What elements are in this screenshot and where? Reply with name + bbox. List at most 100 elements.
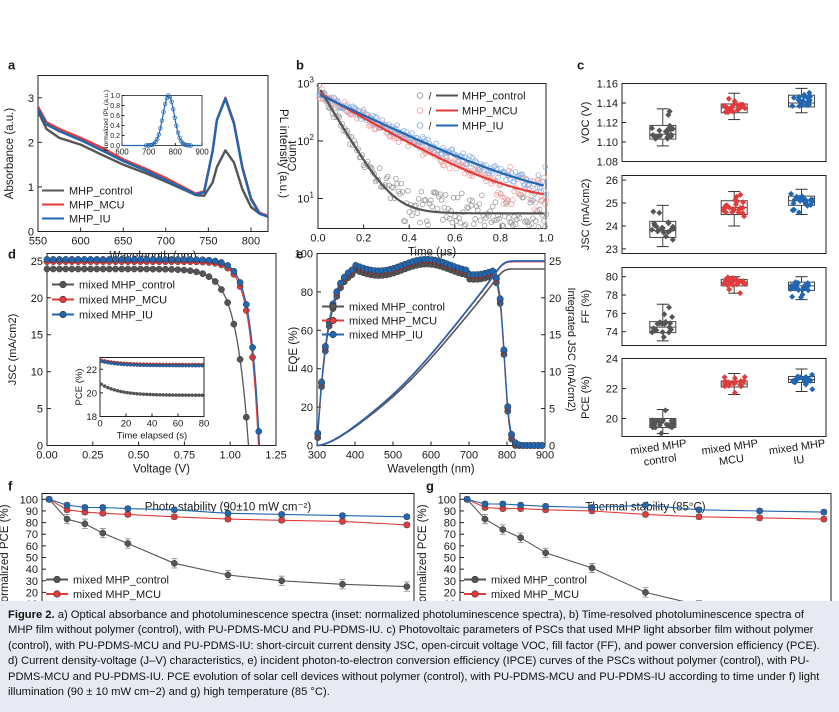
data-point — [649, 132, 656, 139]
data-point — [649, 125, 655, 132]
data-point — [462, 221, 469, 228]
data-point — [471, 221, 477, 227]
legend-label: mixed MHP_control — [491, 575, 587, 587]
data-point — [124, 265, 132, 273]
data-point — [161, 256, 169, 263]
x-tick-label: 0.2 — [356, 233, 371, 245]
data-point — [588, 564, 596, 572]
inset-data-point — [109, 387, 113, 391]
data-point — [409, 212, 415, 219]
data-point — [442, 192, 449, 198]
data-point — [124, 256, 132, 263]
inset-data-point — [164, 363, 169, 368]
data-point — [491, 217, 497, 224]
data-point — [543, 191, 550, 198]
data-point — [741, 105, 748, 112]
data-point — [504, 198, 511, 204]
inset-data-point — [180, 363, 185, 368]
y-tick-label: 100 — [438, 494, 456, 506]
data-point — [820, 508, 828, 516]
legend-marker — [53, 575, 61, 584]
inset-data-point — [119, 389, 123, 394]
data-point — [99, 529, 107, 537]
data-point — [789, 293, 796, 300]
data-point — [421, 135, 427, 142]
data-point — [497, 191, 504, 197]
data-point — [230, 320, 238, 328]
y-tick-label: 0 — [37, 441, 43, 453]
category-label-line: control — [643, 452, 677, 468]
legend-label: MHP_MCU — [69, 200, 125, 212]
data-point — [341, 273, 348, 281]
legend-separator: / — [429, 92, 432, 103]
inset-data-point — [174, 363, 178, 368]
y-axis-label: Count — [287, 140, 299, 171]
inset-data-point — [177, 363, 182, 368]
data-point — [666, 324, 673, 331]
data-point — [539, 178, 546, 185]
y-tick-label: 40 — [301, 364, 313, 376]
y-tick-label: 25 — [31, 256, 43, 268]
data-point — [339, 512, 346, 519]
y-tick-label: 5 — [549, 404, 555, 416]
fit-line-MHP_IU — [319, 94, 544, 187]
inset-data-point — [115, 362, 120, 366]
y-tick-label: 50 — [26, 553, 38, 565]
inset-y-tick-label: 20 — [86, 388, 97, 399]
legend-label: mixed MHP_control — [349, 302, 445, 314]
data-point — [406, 209, 413, 215]
legend-marker — [416, 92, 424, 99]
data-point — [112, 256, 119, 263]
data-point — [522, 218, 528, 225]
data-point — [343, 129, 349, 135]
data-point — [394, 180, 400, 187]
data-point — [656, 319, 663, 326]
data-point — [205, 273, 213, 280]
data-point — [517, 534, 524, 542]
inset-data-point — [102, 384, 107, 388]
data-point — [446, 165, 453, 172]
legend-separator: / — [429, 107, 432, 118]
data-point — [669, 236, 676, 243]
data-point — [481, 500, 489, 508]
data-point — [542, 502, 549, 510]
data-point — [732, 201, 739, 208]
data-point — [409, 130, 415, 137]
data-point — [414, 210, 421, 216]
data-point — [495, 189, 501, 196]
data-point — [463, 495, 471, 503]
data-point — [49, 256, 57, 263]
data-point — [799, 193, 806, 200]
data-point — [736, 278, 743, 285]
inset-y-tick-label: 0.8 — [110, 103, 120, 110]
data-point — [379, 117, 386, 123]
legend-marker — [416, 107, 424, 114]
legend-label: mixed MHP_IU — [79, 310, 153, 322]
data-point — [736, 206, 743, 213]
data-point — [99, 504, 107, 511]
data-point — [721, 378, 728, 385]
x-tick-label: 0.00 — [36, 450, 57, 462]
y-tick-label: 3 — [28, 93, 34, 105]
legend-label: MHP_control — [69, 186, 133, 198]
data-point — [467, 197, 473, 203]
legend-label: MHP_IU — [462, 121, 504, 133]
data-point — [653, 223, 660, 230]
data-point — [523, 217, 530, 224]
y-tick-label: 100 — [20, 494, 38, 506]
inset-y-tick-label: 22 — [86, 365, 97, 376]
data-point — [437, 191, 444, 198]
x-tick-label: 0.75 — [174, 450, 195, 462]
data-point — [460, 162, 466, 169]
inset-data-point — [164, 393, 169, 397]
y-axis-label: VOC (V) — [580, 102, 592, 144]
inset-y-axis-label: PCE (%) — [74, 369, 85, 406]
data-point — [661, 320, 668, 327]
inset-data-point — [184, 393, 188, 397]
data-point — [168, 266, 175, 273]
legend-label: MHP_MCU — [462, 106, 518, 118]
y-tick-label: 1.08 — [597, 157, 618, 169]
data-point — [663, 233, 669, 240]
y-tick-label: 10 — [31, 367, 43, 379]
data-point — [314, 429, 322, 437]
